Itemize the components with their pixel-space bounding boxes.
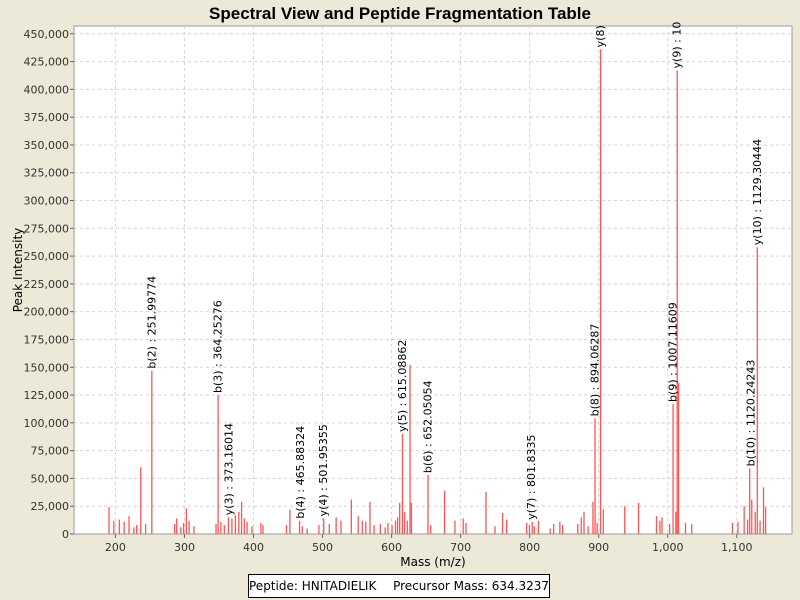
peak-annotation: y(3) : 373.16014: [223, 423, 236, 515]
peak-annotation: b(3) : 364.25276: [212, 300, 225, 393]
peak-annotation: b(8) : 894.06287: [589, 324, 602, 417]
x-tick-label: 300: [174, 541, 195, 554]
y-tick-label: 300,000: [24, 195, 70, 208]
peak-annotation: b(10) : 1120.24243: [745, 360, 758, 467]
chart-title: Spectral View and Peptide Fragmentation …: [209, 4, 591, 23]
precursor-mass-label: Precursor Mass: 634.3237: [393, 579, 549, 593]
y-tick-label: 250,000: [24, 250, 70, 263]
x-tick-label: 700: [450, 541, 471, 554]
y-tick-label: 350,000: [24, 139, 70, 152]
y-tick-label: 100,000: [24, 417, 70, 430]
x-tick-label: 1,000: [652, 541, 684, 554]
peak-annotation: y(10) : 1129.30444: [751, 139, 764, 245]
y-tick-label: 175,000: [24, 333, 70, 346]
x-tick-label: 900: [588, 541, 609, 554]
legend-box: Peptide: HNITADIELIK Precursor Mass: 634…: [248, 574, 550, 598]
x-tick-label: 1,100: [721, 541, 753, 554]
y-tick-label: 375,000: [24, 111, 70, 124]
y-tick-label: 275,000: [24, 222, 70, 235]
axis-layer: 0 25,000 50,000 75,000 100,000 125,000 150,000…: [24, 28, 753, 554]
y-tick-label: 0: [62, 528, 69, 541]
peak-annotation: y(4) : 501.95355: [317, 424, 330, 516]
x-tick-label: 200: [105, 541, 126, 554]
peak-annotation: y(7) : 801.8335: [525, 434, 538, 519]
peak-annotation: b(4) : 465.88324: [294, 426, 307, 519]
y-tick-label: 150,000: [24, 361, 70, 374]
y-tick-label: 400,000: [24, 83, 70, 96]
y-tick-label: 200,000: [24, 306, 70, 319]
annotation-layer: b(2) : 251.99774 b(3) : 364.25276 y(3) : 3…: [145, 22, 763, 520]
peak-annotation: y(9) : 10: [671, 22, 684, 69]
peak-annotation: y(8): [594, 25, 607, 47]
peak-annotation: b(2) : 251.99774: [145, 276, 158, 369]
x-tick-label: 500: [312, 541, 333, 554]
y-tick-label: 125,000: [24, 389, 70, 402]
y-tick-label: 25,000: [31, 500, 70, 513]
y-tick-label: 325,000: [24, 167, 70, 180]
peptide-label: Peptide: HNITADIELIK: [249, 579, 377, 593]
plot-area: [73, 25, 793, 535]
peak-annotation: b(9) : 1007.11609: [667, 302, 680, 402]
peak-layer: [108, 49, 767, 534]
x-tick-label: 400: [243, 541, 264, 554]
grid-layer: [74, 26, 792, 534]
y-tick-label: 50,000: [31, 472, 70, 485]
x-axis-label: Mass (m/z): [400, 555, 465, 569]
y-tick-label: 225,000: [24, 278, 70, 291]
peak-annotation: y(5) : 615.08862: [396, 340, 409, 432]
peak-annotation: b(6) : 652.05054: [421, 380, 434, 473]
y-tick-label: 75,000: [31, 445, 70, 458]
x-tick-label: 800: [519, 541, 540, 554]
y-tick-label: 450,000: [24, 28, 70, 41]
y-tick-label: 425,000: [24, 56, 70, 69]
y-axis-label: Peak Intensity: [11, 228, 25, 313]
x-tick-label: 600: [381, 541, 402, 554]
